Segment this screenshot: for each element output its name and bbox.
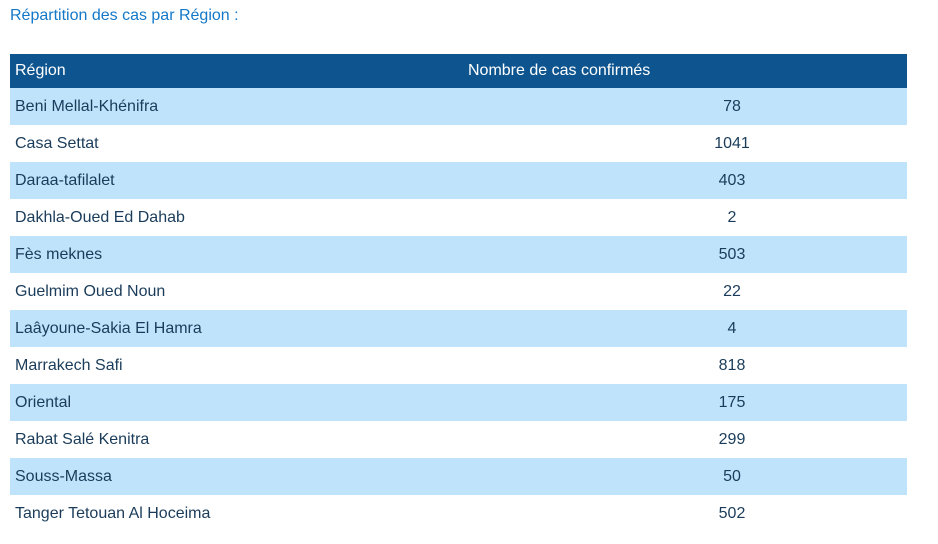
case-count: 22: [463, 273, 907, 310]
case-count: 299: [463, 421, 907, 458]
region-name: Laâyoune-Sakia El Hamra: [10, 310, 463, 347]
header-row: Région Nombre de cas confirmés: [10, 54, 907, 88]
region-name: Fès meknes: [10, 236, 463, 273]
table-header: Région Nombre de cas confirmés: [10, 54, 907, 88]
case-count: 2: [463, 199, 907, 236]
region-name: Rabat Salé Kenitra: [10, 421, 463, 458]
table-row: Fès meknes 503: [10, 236, 907, 273]
section-title: Répartition des cas par Région :: [10, 7, 239, 24]
table-row: Beni Mellal-Khénifra 78: [10, 88, 907, 125]
region-name: Souss-Massa: [10, 458, 463, 495]
table-row: Souss-Massa 50: [10, 458, 907, 495]
header-cases: Nombre de cas confirmés: [463, 54, 907, 88]
table-row: Daraa-tafilalet 403: [10, 162, 907, 199]
case-count: 503: [463, 236, 907, 273]
case-count: 403: [463, 162, 907, 199]
region-name: Tanger Tetouan Al Hoceima: [10, 495, 463, 532]
region-name: Guelmim Oued Noun: [10, 273, 463, 310]
region-name: Marrakech Safi: [10, 347, 463, 384]
region-name: Beni Mellal-Khénifra: [10, 88, 463, 125]
region-cases-table: Région Nombre de cas confirmés Beni Mell…: [10, 54, 907, 532]
region-name: Oriental: [10, 384, 463, 421]
table-row: Marrakech Safi 818: [10, 347, 907, 384]
case-count: 1041: [463, 125, 907, 162]
case-count: 818: [463, 347, 907, 384]
region-name: Casa Settat: [10, 125, 463, 162]
table-body: Beni Mellal-Khénifra 78 Casa Settat 1041…: [10, 88, 907, 532]
table-row: Dakhla-Oued Ed Dahab 2: [10, 199, 907, 236]
case-count: 175: [463, 384, 907, 421]
table-row: Oriental 175: [10, 384, 907, 421]
table-row: Laâyoune-Sakia El Hamra 4: [10, 310, 907, 347]
table-row: Guelmim Oued Noun 22: [10, 273, 907, 310]
region-name: Daraa-tafilalet: [10, 162, 463, 199]
case-count: 502: [463, 495, 907, 532]
header-region: Région: [10, 54, 463, 88]
case-count: 4: [463, 310, 907, 347]
case-count: 50: [463, 458, 907, 495]
table-row: Tanger Tetouan Al Hoceima 502: [10, 495, 907, 532]
region-name: Dakhla-Oued Ed Dahab: [10, 199, 463, 236]
table-row: Rabat Salé Kenitra 299: [10, 421, 907, 458]
case-count: 78: [463, 88, 907, 125]
table-row: Casa Settat 1041: [10, 125, 907, 162]
